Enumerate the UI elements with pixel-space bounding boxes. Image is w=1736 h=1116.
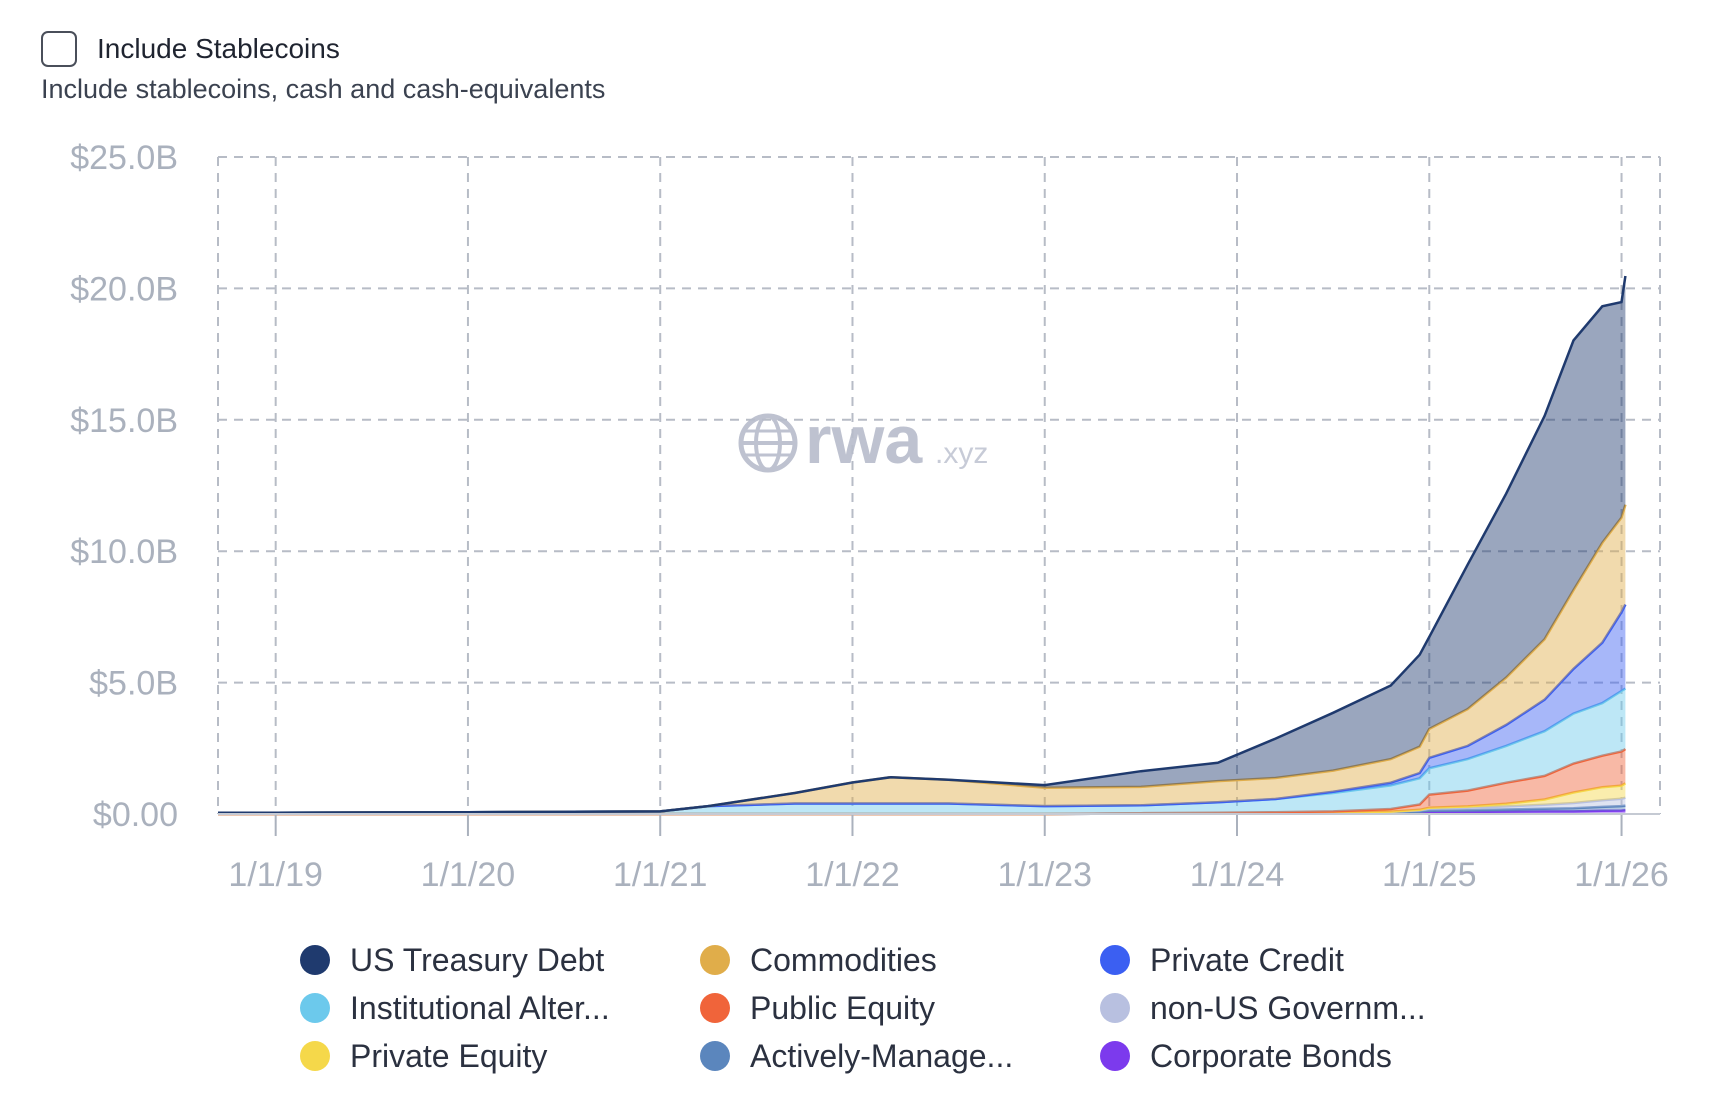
y-tick-label: $0.00	[93, 796, 178, 834]
watermark-text: rwa	[805, 402, 923, 478]
y-tick-label: $25.0B	[70, 139, 178, 177]
legend-label: Commodities	[750, 941, 937, 978]
legend-label: Private Equity	[350, 1037, 548, 1074]
legend-label: Corporate Bonds	[1150, 1037, 1392, 1074]
axes: $0.00 $5.0B $10.0B $15.0B $20.0B $25.0B 1/1/19…	[70, 139, 1669, 894]
x-tick-label: 1/1/23	[997, 856, 1092, 894]
globe-icon	[738, 413, 798, 473]
legend-dot	[700, 945, 730, 975]
legend-label: Actively-Manage...	[750, 1037, 1014, 1074]
legend-item-private-equity[interactable]: Private Equity	[300, 1036, 700, 1076]
stacked-area-chart: rwa .xyz $0.00 $5.0B $10.0B $15.0B $20.0B $25…	[70, 139, 1669, 894]
legend-dot	[700, 993, 730, 1023]
legend-dot	[1100, 1041, 1130, 1071]
legend-item-public-equity[interactable]: Public Equity	[700, 988, 1100, 1028]
y-tick-label: $10.0B	[70, 533, 178, 571]
legend-label: non-US Governm...	[1150, 989, 1426, 1026]
y-tick-label: $5.0B	[89, 665, 178, 703]
y-tick-label: $20.0B	[70, 270, 178, 308]
legend-dot	[300, 1041, 330, 1071]
x-tick-label: 1/1/26	[1574, 856, 1669, 894]
line-us-treasury-debt	[218, 275, 1627, 814]
legend-label: Institutional Alter...	[350, 989, 610, 1026]
x-tick-label: 1/1/24	[1190, 856, 1285, 894]
legend-label: Public Equity	[750, 989, 935, 1026]
include-stablecoins-checkbox[interactable]	[41, 31, 77, 67]
watermark: rwa .xyz	[738, 402, 988, 478]
y-tick-label: $15.0B	[70, 402, 178, 440]
legend-item-us-treasury-debt[interactable]: US Treasury Debt	[300, 940, 700, 980]
legend: US Treasury Debt Commodities Private Credi…	[300, 940, 1500, 1076]
x-tick-label: 1/1/22	[805, 856, 900, 894]
legend-item-institutional-alter[interactable]: Institutional Alter...	[300, 988, 700, 1028]
legend-item-corporate-bonds[interactable]: Corporate Bonds	[1100, 1036, 1500, 1076]
chart-container: rwa .xyz $0.00 $5.0B $10.0B $15.0B $20.0B $25…	[0, 120, 1736, 920]
x-tick-label: 1/1/21	[613, 856, 708, 894]
legend-label: US Treasury Debt	[350, 941, 605, 978]
legend-dot	[300, 945, 330, 975]
x-tick-label: 1/1/19	[228, 856, 323, 894]
x-tick-label: 1/1/25	[1382, 856, 1477, 894]
include-stablecoins-toggle[interactable]: Include Stablecoins	[41, 31, 340, 67]
legend-label: Private Credit	[1150, 941, 1344, 978]
series-areas	[218, 275, 1627, 816]
legend-dot	[1100, 993, 1130, 1023]
legend-item-commodities[interactable]: Commodities	[700, 940, 1100, 980]
x-tick-label: 1/1/20	[421, 856, 516, 894]
watermark-suffix: .xyz	[935, 437, 988, 470]
area-us-treasury-debt[interactable]	[218, 276, 1626, 813]
legend-item-private-credit[interactable]: Private Credit	[1100, 940, 1500, 980]
legend-dot	[700, 1041, 730, 1071]
include-stablecoins-description: Include stablecoins, cash and cash-equiv…	[41, 74, 606, 104]
legend-item-actively-manage[interactable]: Actively-Manage...	[700, 1036, 1100, 1076]
include-stablecoins-label[interactable]: Include Stablecoins	[97, 33, 340, 64]
legend-dot	[1100, 945, 1130, 975]
grid	[217, 156, 1661, 814]
legend-dot	[300, 993, 330, 1023]
legend-item-non-us-governm[interactable]: non-US Governm...	[1100, 988, 1500, 1028]
